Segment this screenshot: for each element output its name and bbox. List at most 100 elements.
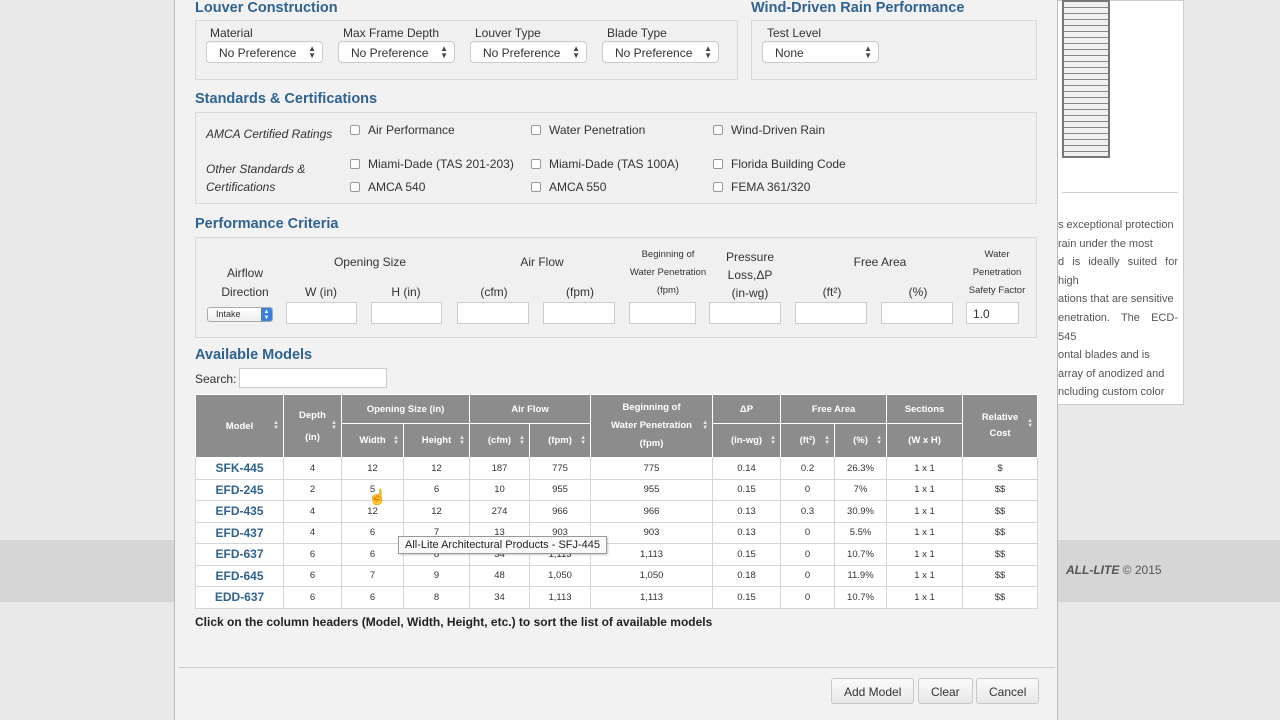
max-frame-depth-select[interactable]: No Preference ▲ ▼ (338, 41, 455, 63)
available-models-title: Available Models (195, 347, 313, 363)
cfm-label: (cfm) (480, 285, 508, 299)
model-link[interactable]: EDD-637 (195, 586, 284, 609)
safety-factor-label: Water Penetration Safety Factor (962, 246, 1032, 300)
checkbox-icon[interactable] (350, 159, 360, 169)
checkbox-icon[interactable] (713, 159, 723, 169)
table-row[interactable]: SFK-445 4 12 12 187 775 775 0.14 0.2 26.3% 1 x 1 $ (195, 457, 1039, 480)
checkbox-label: AMCA 540 (368, 180, 426, 194)
checkbox-water-penetration[interactable]: Water Penetration (531, 123, 645, 137)
checkbox-icon[interactable] (531, 182, 541, 192)
sort-icon: ▲ ▼ (824, 435, 831, 446)
louver-type-select[interactable]: No Preference ▲ ▼ (470, 41, 587, 63)
table-cell: 0.14 (712, 457, 782, 480)
table-cell: 7% (834, 478, 888, 501)
safety-factor-input[interactable]: 1.0 (966, 302, 1019, 324)
clear-button[interactable]: Clear (918, 678, 973, 704)
checkbox-icon[interactable] (350, 125, 360, 135)
checkbox-icon[interactable] (350, 182, 360, 192)
checkbox-icon[interactable] (713, 182, 723, 192)
performance-criteria-title: Performance Criteria (195, 216, 339, 232)
checkbox-amca-550[interactable]: AMCA 550 (531, 180, 606, 194)
header-text: (fpm) (639, 438, 664, 449)
table-row[interactable]: EDD-637 6 6 8 34 1,113 1,113 0.15 0 10.7% 1 x 1 $$ (195, 586, 1039, 609)
select-arrows-icon: ▲ ▼ (440, 44, 448, 60)
col-header-width[interactable]: Width ▲ ▼ (341, 423, 404, 458)
header-text: (W x H) (908, 435, 941, 446)
table-row[interactable]: EFD-437 4 6 7 13 903 903 0.13 0 5.5% 1 x 1 $$ (195, 521, 1039, 544)
bwp-input[interactable] (629, 302, 696, 324)
checkbox-label: Miami-Dade (TAS 201-203) (368, 157, 514, 171)
test-level-select[interactable]: None ▲ ▼ (762, 41, 879, 63)
checkbox-florida-building-code[interactable]: Florida Building Code (713, 157, 846, 171)
bwp-label: Beginning of Water Penetration (fpm) (622, 246, 714, 300)
free-area-percent-input[interactable] (881, 302, 953, 324)
free-area-ft2-input[interactable] (795, 302, 867, 324)
col-header-depth[interactable]: Depth (in) ▲ ▼ (283, 394, 342, 458)
direction-label: Direction (221, 285, 269, 299)
table-cell: 903 (590, 521, 714, 544)
material-value: No Preference (219, 46, 297, 60)
airflow-direction-select[interactable]: Intake ▲ ▼ (207, 307, 273, 322)
col-header-model[interactable]: Model ▲ ▼ (195, 394, 284, 458)
table-cell: 6 (341, 586, 404, 609)
model-link[interactable]: EFD-435 (195, 500, 284, 523)
col-header-ft2[interactable]: (ft²) ▲ ▼ (780, 423, 836, 458)
table-row[interactable]: EFD-645 6 7 9 48 1,050 1,050 0.18 0 11.9% 1 x 1 $$ (195, 564, 1039, 587)
bwp-line-2: Water Penetration (629, 267, 707, 278)
cancel-button[interactable]: Cancel (976, 678, 1040, 704)
sort-icon: ▲ ▼ (876, 435, 883, 446)
col-header-wxh[interactable]: (W x H) (886, 423, 964, 458)
col-header-air-flow: Air Flow (468, 394, 592, 424)
checkbox-icon[interactable] (531, 159, 541, 169)
col-header-height[interactable]: Height ▲ ▼ (403, 423, 470, 458)
model-link[interactable]: SFK-445 (195, 457, 284, 480)
material-select[interactable]: No Preference ▲ ▼ (206, 41, 323, 63)
blade-type-value: No Preference (615, 46, 693, 60)
search-input[interactable] (239, 368, 387, 388)
cfm-input[interactable] (457, 302, 529, 324)
model-link[interactable]: EFD-245 (195, 478, 284, 501)
height-input[interactable] (371, 302, 442, 324)
checkbox-fema-361[interactable]: FEMA 361/320 (713, 180, 810, 194)
checkbox-icon[interactable] (531, 125, 541, 135)
louver-construction-title: Louver Construction (195, 0, 338, 16)
checkbox-miami-dade-201[interactable]: Miami-Dade (TAS 201-203) (350, 157, 514, 171)
col-header-inwg[interactable]: (in-wg) ▲ ▼ (712, 423, 782, 458)
checkbox-icon[interactable] (713, 125, 723, 135)
select-arrows-icon: ▲ ▼ (572, 44, 580, 60)
table-cell: 1,113 (528, 586, 592, 609)
desc-line: ontal blades and is (1058, 349, 1150, 362)
model-link[interactable]: EFD-437 (195, 521, 284, 544)
table-row[interactable]: EFD-245 2 5 6 10 955 955 0.15 0 7% 1 x 1 $$ (195, 478, 1039, 501)
blade-type-select[interactable]: No Preference ▲ ▼ (602, 41, 719, 63)
table-cell: 6 (283, 586, 342, 609)
table-row[interactable]: EFD-435 4 12 12 274 966 966 0.13 0.3 30.9% 1 x 1 $$ (195, 500, 1039, 523)
select-arrows-icon: ▲ ▼ (704, 44, 712, 60)
col-header-cfm[interactable]: (cfm) ▲ ▼ (469, 423, 530, 458)
max-frame-depth-value: No Preference (351, 46, 429, 60)
desc-line: s exceptional protection (1058, 219, 1174, 231)
col-header-cost[interactable]: Relative Cost ▲ ▼ (962, 394, 1039, 458)
airflow-label: Airflow (226, 266, 263, 280)
col-header-bwp[interactable]: Beginning of Water Penetration (fpm) ▲ ▼ (590, 394, 714, 458)
select-arrows-icon: ▲ ▼ (864, 44, 872, 60)
col-header-percent[interactable]: (%) ▲ ▼ (834, 423, 888, 458)
col-header-fpm[interactable]: (fpm) ▲ ▼ (528, 423, 592, 458)
model-link[interactable]: EFD-645 (195, 564, 284, 587)
width-input[interactable] (286, 302, 357, 324)
table-cell: 2 (283, 478, 342, 501)
checkbox-air-performance[interactable]: Air Performance (350, 123, 455, 137)
table-cell: 0 (780, 564, 836, 587)
modal-footer-divider (179, 667, 1055, 668)
fpm-input[interactable] (543, 302, 615, 324)
checkbox-wind-driven-rain[interactable]: Wind-Driven Rain (713, 123, 825, 137)
pressure-loss-input[interactable] (709, 302, 781, 324)
checkbox-amca-540[interactable]: AMCA 540 (350, 180, 425, 194)
table-cell: 12 (341, 500, 404, 523)
table-cell: 12 (341, 457, 404, 480)
checkbox-miami-dade-100a[interactable]: Miami-Dade (TAS 100A) (531, 157, 679, 171)
model-link[interactable]: EFD-637 (195, 543, 284, 566)
add-model-button[interactable]: Add Model (831, 678, 915, 704)
header-unit: (in) (305, 431, 320, 443)
table-row[interactable]: EFD-637 6 6 8 34 1,113 1,113 0.15 0 10.7% 1 x 1 $$ (195, 543, 1039, 566)
